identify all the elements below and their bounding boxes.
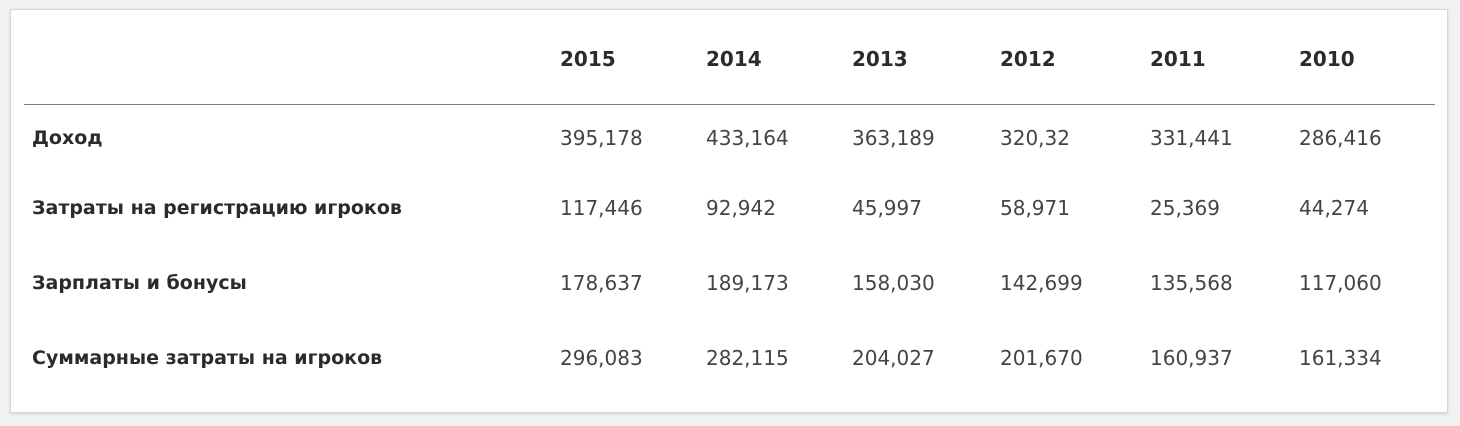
table-header-row: 2015 2014 2013 2012 2011 2010	[24, 10, 1435, 105]
row-label: Доход	[32, 126, 103, 149]
header-cell-year: 2015	[560, 10, 706, 105]
table-cell: 44,274	[1299, 196, 1369, 220]
table-cell: 363,189	[852, 125, 935, 150]
table-cell: 45,997	[852, 196, 922, 220]
header-cell-year: 2010	[1299, 10, 1435, 105]
financial-table: 2015 2014 2013 2012 2011 2010 Доход 395,…	[24, 10, 1435, 396]
table-cell: 158,030	[852, 271, 935, 295]
table-cell: 286,416	[1299, 125, 1382, 150]
table-cell: 58,971	[1000, 196, 1070, 220]
table-cell: 282,115	[706, 346, 789, 370]
header-cell-year: 2013	[852, 10, 1000, 105]
table-cell: 320,32	[1000, 125, 1070, 150]
financial-table-card: 2015 2014 2013 2012 2011 2010 Доход 395,…	[10, 9, 1448, 413]
table-row: Доход 395,178 433,164 363,189 320,32 331…	[24, 105, 1435, 171]
table-cell: 161,334	[1299, 346, 1382, 370]
table-cell: 142,699	[1000, 271, 1083, 295]
table-cell: 331,441	[1150, 125, 1233, 150]
table-cell: 433,164	[706, 125, 789, 150]
table-row: Зарплаты и бонусы 178,637 189,173 158,03…	[24, 246, 1435, 321]
row-label: Зарплаты и бонусы	[32, 272, 247, 294]
table-cell: 25,369	[1150, 196, 1220, 220]
table-cell: 178,637	[560, 271, 643, 295]
header-cell-empty	[24, 10, 560, 105]
table-cell: 160,937	[1150, 346, 1233, 370]
table-cell: 204,027	[852, 346, 935, 370]
table-row: Суммарные затраты на игроков 296,083 282…	[24, 321, 1435, 396]
header-cell-year: 2014	[706, 10, 852, 105]
table-cell: 117,060	[1299, 271, 1382, 295]
header-cell-year: 2011	[1150, 10, 1299, 105]
row-label: Затраты на регистрацию игроков	[32, 197, 402, 219]
table-cell: 395,178	[560, 125, 643, 150]
table-cell: 189,173	[706, 271, 789, 295]
table-cell: 201,670	[1000, 346, 1083, 370]
row-label: Суммарные затраты на игроков	[32, 347, 383, 369]
table-cell: 135,568	[1150, 271, 1233, 295]
table-cell: 117,446	[560, 196, 643, 220]
table-row: Затраты на регистрацию игроков 117,446 9…	[24, 171, 1435, 246]
table-cell: 92,942	[706, 196, 776, 220]
table-cell: 296,083	[560, 346, 643, 370]
header-cell-year: 2012	[1000, 10, 1150, 105]
